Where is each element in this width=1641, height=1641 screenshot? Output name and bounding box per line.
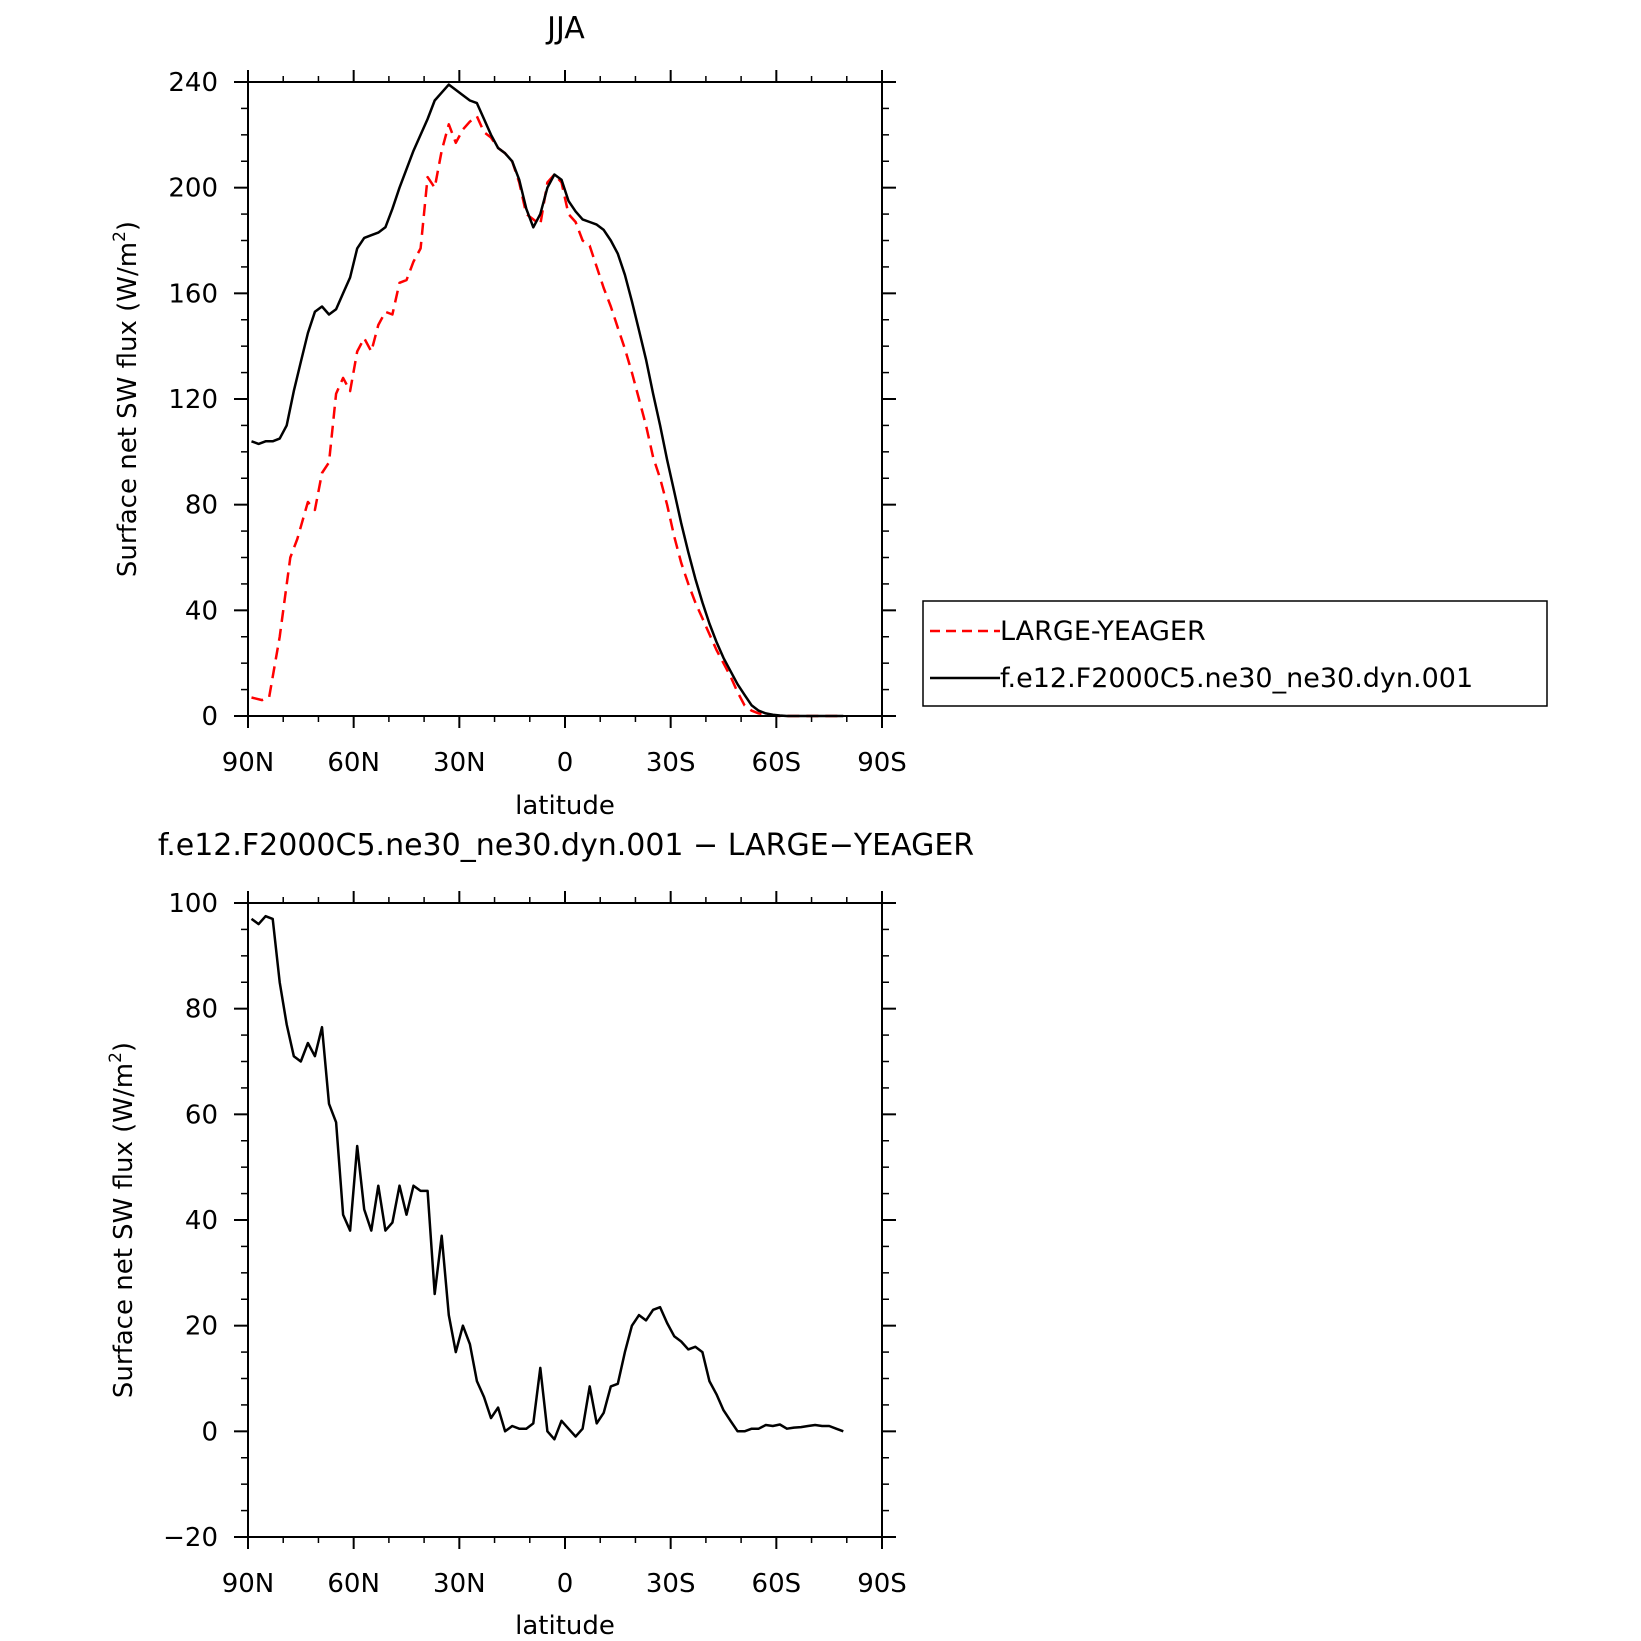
top-x-tick-label: 0 <box>557 748 574 778</box>
top-y-axis-title-sup: 2 <box>110 231 130 242</box>
bottom-x-axis-title: latitude <box>515 1611 615 1641</box>
bottom-y-axis-title-sup: 2 <box>106 1052 126 1063</box>
top-x-tick-label: 90N <box>222 748 275 778</box>
top-series-line-1 <box>251 83 844 718</box>
bottom-y-tick-label: 100 <box>168 889 218 919</box>
bottom-y-tick-label: 80 <box>185 995 218 1025</box>
top-y-tick-label: 200 <box>168 174 218 204</box>
top-x-tick-label: 30N <box>433 748 486 778</box>
bottom-y-axis-title-end: ) <box>109 1042 139 1052</box>
bottom-y-tick-label: 40 <box>185 1206 218 1236</box>
top-y-tick-label: 0 <box>201 702 218 732</box>
bottom-tick-layer: 90N 60N 30N 0 30S 60S 90S −20 0 20 40 60 80 100 <box>163 889 907 1599</box>
top-y-tick-label: 240 <box>168 68 218 98</box>
top-title: JJA <box>545 11 585 46</box>
bottom-plot-frame <box>247 902 883 1538</box>
top-x-tick-label: 90S <box>857 748 907 778</box>
bottom-title: f.e12.F2000C5.ne30_ne30.dyn.001 − LARGE−… <box>158 828 974 863</box>
top-y-tick-label: 40 <box>185 596 218 626</box>
top-plot-frame <box>247 81 883 717</box>
top-y-tick-label: 160 <box>168 279 218 309</box>
top-x-tick-label: 60S <box>752 748 802 778</box>
top-y-axis-title-main: Surface net SW flux (W/m <box>113 242 143 577</box>
bottom-y-axis-title-main: Surface net SW flux (W/m <box>109 1063 139 1398</box>
top-series-layer <box>251 83 844 718</box>
bottom-y-tick-label: 20 <box>185 1312 218 1342</box>
bottom-x-tick-label: 0 <box>557 1569 574 1599</box>
top-x-tick-label: 30S <box>646 748 696 778</box>
bottom-y-tick-label: 0 <box>201 1417 218 1447</box>
bottom-series-layer <box>250 914 844 1441</box>
legend: LARGE-YEAGER f.e12.F2000C5.ne30_ne30.dyn… <box>922 600 1548 707</box>
bottom-x-tick-label: 60S <box>752 1569 802 1599</box>
top-y-tick-label: 80 <box>185 491 218 521</box>
bottom-x-tick-label: 90S <box>857 1569 907 1599</box>
bottom-x-tick-label: 30N <box>433 1569 486 1599</box>
bottom-y-tick-label: −20 <box>163 1523 218 1553</box>
bottom-x-tick-label: 90N <box>222 1569 275 1599</box>
legend-box <box>922 600 1548 707</box>
top-series-line-0 <box>251 115 844 718</box>
legend-label-model: f.e12.F2000C5.ne30_ne30.dyn.001 <box>1000 663 1473 694</box>
top-tick-layer: 90N 60N 30N 0 30S 60S 90S 0 40 80 120 160 200 240 <box>168 68 906 778</box>
top-panel: JJA 90N 60N 30N 0 30S 60S 90S 0 40 80 120 160 200 240… <box>110 11 1548 821</box>
bottom-panel: f.e12.F2000C5.ne30_ne30.dyn.001 − LARGE−… <box>106 828 974 1641</box>
top-y-axis-title-end: ) <box>113 221 143 231</box>
legend-label-large-yeager: LARGE-YEAGER <box>1000 616 1206 647</box>
top-y-tick-label: 120 <box>168 385 218 415</box>
top-y-axis-title: Surface net SW flux (W/m2) <box>110 221 143 577</box>
bottom-series-line-0 <box>250 914 844 1441</box>
bottom-x-tick-label: 30S <box>646 1569 696 1599</box>
bottom-y-axis-title: Surface net SW flux (W/m2) <box>106 1042 139 1398</box>
bottom-y-tick-label: 60 <box>185 1100 218 1130</box>
top-x-axis-title: latitude <box>515 791 615 821</box>
top-x-tick-label: 60N <box>327 748 380 778</box>
bottom-x-tick-label: 60N <box>327 1569 380 1599</box>
